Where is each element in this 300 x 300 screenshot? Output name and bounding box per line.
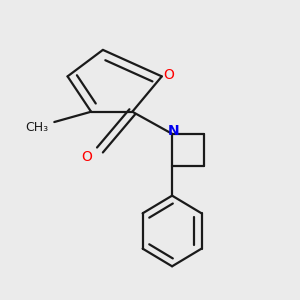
Text: N: N: [168, 124, 179, 138]
Text: O: O: [81, 150, 92, 164]
Text: O: O: [164, 68, 175, 82]
Text: CH₃: CH₃: [25, 122, 48, 134]
